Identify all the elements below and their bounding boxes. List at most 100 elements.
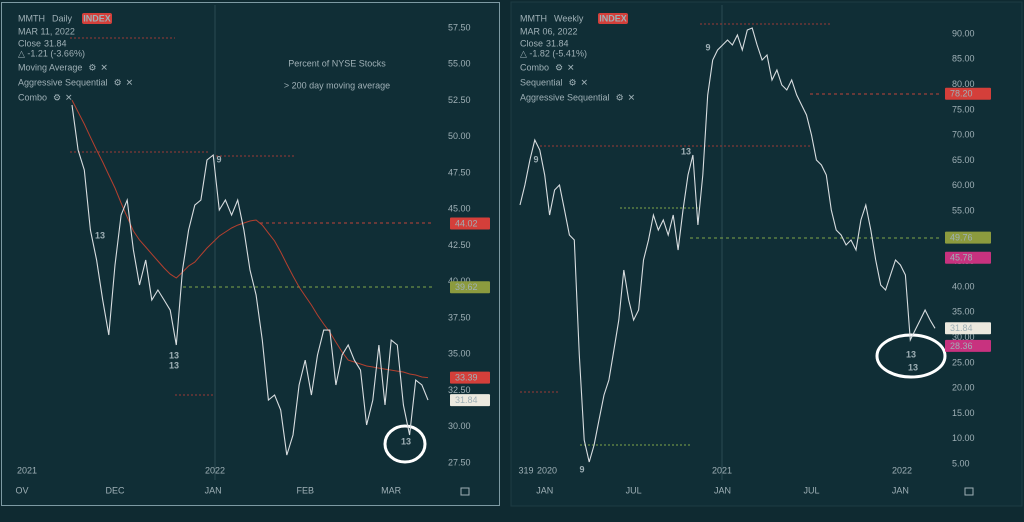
indicator-remove[interactable]: ✕ (581, 77, 589, 87)
symbol: MMTH (18, 13, 45, 23)
y-tick-label: 25.00 (952, 357, 975, 367)
indicator-settings[interactable]: ⚙ (53, 92, 61, 102)
indicator-settings[interactable]: ⚙ (569, 77, 577, 87)
indicator-remove[interactable]: ✕ (100, 62, 108, 72)
change: △ -1.82 (-5.41%) (520, 48, 587, 58)
price-tag-label: 28.36 (950, 341, 973, 351)
fullscreen-icon[interactable] (964, 487, 974, 496)
indicator-remove[interactable]: ✕ (65, 92, 73, 102)
y-tick-label: 57.50 (448, 22, 471, 32)
y-tick-label: 50.00 (448, 131, 471, 141)
sequential-count: 13 (908, 362, 918, 372)
sequential-count: 13 (95, 230, 105, 240)
indicator-label: Combo (520, 62, 549, 72)
price-tag-label: 33.39 (455, 372, 478, 382)
badge-label: INDEX (599, 13, 627, 23)
y-tick-label: 35.00 (448, 349, 471, 359)
y-tick-label: 52.50 (448, 95, 471, 105)
price-tag (945, 251, 991, 264)
y-tick-label: 85.00 (952, 54, 975, 64)
highlight-circle (383, 424, 427, 464)
y-tick-label: 65.00 (952, 155, 975, 165)
price-tag (945, 339, 991, 352)
price-tag-label: 31.84 (455, 395, 478, 405)
y-tick-label: 10.00 (952, 433, 975, 443)
y-tick-label: 42.50 (448, 240, 471, 250)
sequential-count: 9 (705, 42, 710, 52)
indicator-settings[interactable]: ⚙ (616, 92, 624, 102)
price-tag-label: 45.78 (950, 253, 973, 263)
indicator-remove[interactable]: ✕ (628, 92, 636, 102)
highlight-circle (875, 333, 947, 379)
price-line (519, 27, 936, 463)
x-tick-label: JUL (803, 485, 819, 495)
y-tick-label: 45.00 (448, 204, 471, 214)
symbol: MMTH (520, 13, 547, 23)
x-tick-label: JAN (536, 485, 553, 495)
x-tick-label: OV (15, 485, 28, 495)
y-tick-label: 37.50 (448, 312, 471, 322)
y-tick-label: 35.00 (952, 307, 975, 317)
price-tag-label: 31.84 (950, 323, 973, 333)
sequential-count: 13 (681, 146, 691, 156)
year-label: 2021 (17, 465, 37, 475)
y-tick-label: 5.00 (952, 458, 970, 468)
y-tick-label: 32.50 (448, 385, 471, 395)
indicator-settings[interactable]: ⚙ (555, 62, 563, 72)
x-tick-label: MAR (381, 485, 402, 495)
indicator-label: Aggressive Sequential (18, 77, 108, 87)
price-tag (450, 217, 490, 230)
interval: Weekly (554, 13, 584, 23)
badge (598, 13, 628, 24)
indicator-remove[interactable]: ✕ (126, 77, 134, 87)
badge (82, 13, 112, 24)
date: MAR 11, 2022 (18, 26, 75, 36)
change: △ -1.21 (-3.66%) (18, 48, 85, 58)
price-tag (450, 281, 490, 294)
y-tick-label: 40.00 (448, 276, 471, 286)
close-value: 31.84 (546, 38, 569, 48)
annotation: Percent of NYSE Stocks (288, 58, 386, 68)
sequential-count: 13 (906, 349, 916, 359)
year-label: 2021 (712, 465, 732, 475)
sequential-count: 9 (216, 154, 221, 164)
price-tag (945, 322, 991, 335)
y-tick-label: 55.00 (448, 59, 471, 69)
annotation: > 200 day moving average (284, 80, 390, 90)
indicator-settings[interactable]: ⚙ (88, 62, 96, 72)
x-tick-label: JAN (205, 485, 222, 495)
y-tick-label: 47.50 (448, 167, 471, 177)
indicator-settings[interactable]: ⚙ (114, 77, 122, 87)
price-line (71, 104, 429, 456)
price-tag-label: 49.76 (950, 232, 973, 242)
sequential-count: 13 (401, 436, 411, 446)
date: MAR 06, 2022 (520, 26, 578, 36)
sequential-count: 9 (579, 464, 584, 474)
indicator-label: Aggressive Sequential (520, 92, 610, 102)
y-tick-label: 80.00 (952, 79, 975, 89)
year-label: 2020 (537, 465, 557, 475)
indicator-label: Moving Average (18, 62, 82, 72)
close-label: Close (18, 38, 41, 48)
price-tag-label: 78.20 (950, 89, 973, 99)
y-tick-label: 70.00 (952, 130, 975, 140)
indicator-remove[interactable]: ✕ (567, 62, 575, 72)
y-tick-label: 30.00 (448, 421, 471, 431)
price-tag (945, 87, 991, 100)
sequential-count: 13 (169, 350, 179, 360)
interval: Daily (52, 13, 73, 23)
moving-average-line (71, 99, 429, 379)
price-tag (450, 371, 490, 384)
y-tick-label: 90.00 (952, 28, 975, 38)
y-tick-label: 60.00 (952, 180, 975, 190)
panel-right (510, 1, 1023, 507)
indicator-label: Sequential (520, 77, 563, 87)
x-tick-label: DEC (105, 485, 125, 495)
price-tag-label: 44.02 (455, 218, 478, 228)
close-value: 31.84 (44, 38, 67, 48)
sequential-count: 9 (533, 154, 538, 164)
fullscreen-icon[interactable] (460, 487, 470, 496)
x-tick-label: JUL (626, 485, 642, 495)
